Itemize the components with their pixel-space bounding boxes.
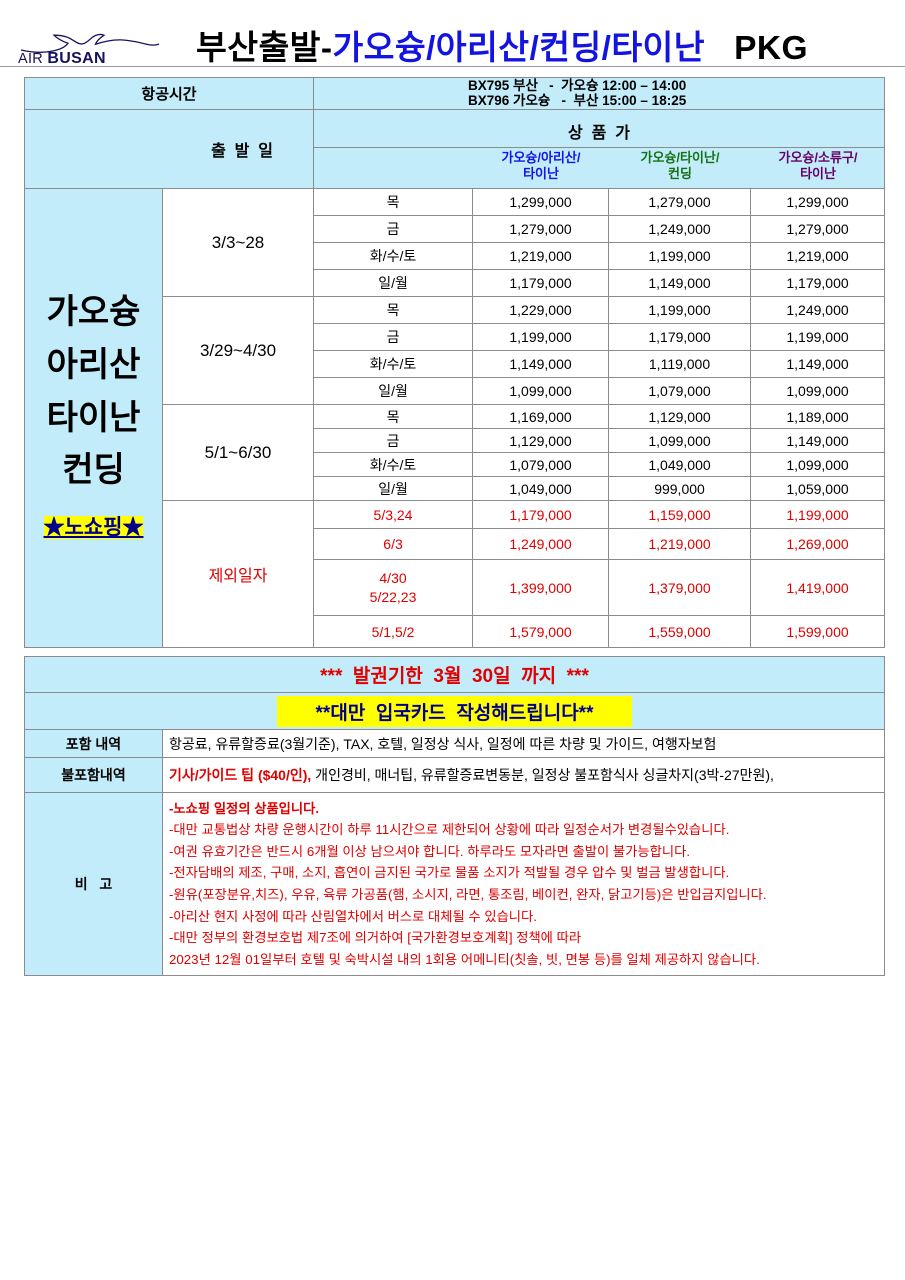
svg-text:AIR BUSAN: AIR BUSAN bbox=[18, 50, 106, 67]
